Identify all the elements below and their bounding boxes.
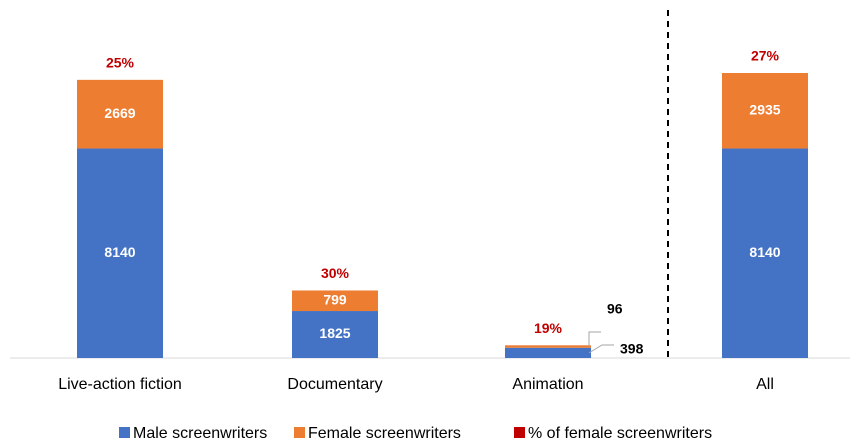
x-tick-label: All bbox=[756, 376, 774, 393]
bar-segment bbox=[722, 73, 808, 149]
bar-segment bbox=[77, 148, 163, 358]
value-label: 398 bbox=[620, 341, 644, 357]
percent-label: 27% bbox=[751, 48, 780, 64]
legend-swatch bbox=[514, 427, 525, 438]
percent-label: 30% bbox=[321, 265, 350, 281]
x-tick-label: Live-action fiction bbox=[58, 376, 182, 393]
bar-segment bbox=[292, 311, 378, 358]
value-label: 799 bbox=[323, 291, 347, 307]
leader-line bbox=[588, 331, 601, 347]
value-label: 96 bbox=[607, 301, 623, 317]
percent-label: 19% bbox=[534, 320, 563, 336]
x-tick-label: Documentary bbox=[287, 376, 382, 393]
x-tick-label: Animation bbox=[512, 376, 583, 393]
legend-label: % of female screenwriters bbox=[528, 425, 712, 442]
value-label: 2935 bbox=[749, 101, 780, 117]
bar-segment bbox=[505, 347, 591, 358]
bar-segment bbox=[77, 79, 163, 149]
legend-label: Male screenwriters bbox=[133, 425, 267, 442]
bar-segment bbox=[292, 290, 378, 312]
value-label: 8140 bbox=[749, 244, 780, 260]
bar-segment bbox=[722, 148, 808, 358]
value-label: 8140 bbox=[104, 244, 135, 260]
legend-swatch bbox=[119, 427, 130, 438]
leader-line bbox=[588, 344, 614, 354]
bar-segment bbox=[505, 345, 591, 348]
value-label: 1825 bbox=[319, 325, 350, 341]
legend-label: Female screenwriters bbox=[308, 425, 461, 442]
legend-swatch bbox=[294, 427, 305, 438]
percent-label: 25% bbox=[106, 55, 135, 71]
value-label: 2669 bbox=[104, 105, 135, 121]
